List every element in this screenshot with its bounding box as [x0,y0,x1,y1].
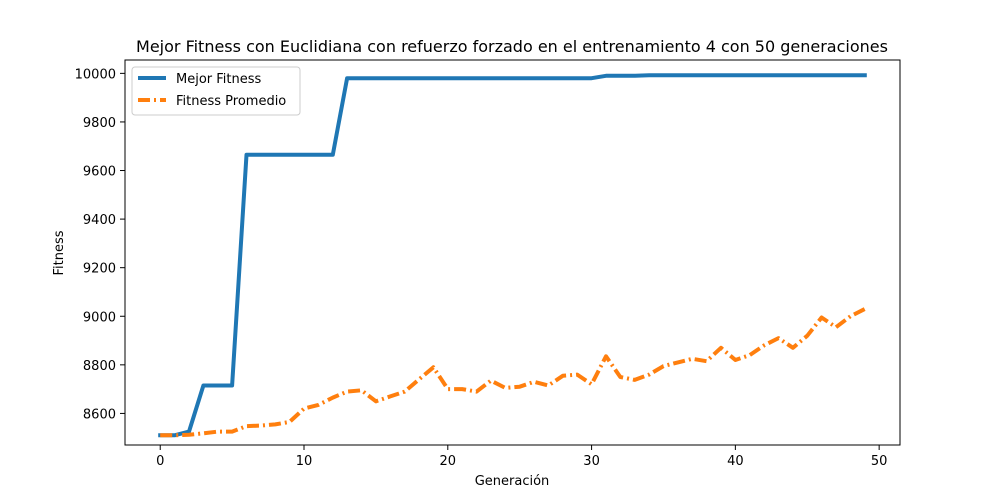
y-tick-label: 10000 [75,67,116,82]
x-tick-label: 40 [727,454,744,469]
x-axis-ticks: 0 10 20 30 40 50 [156,445,887,469]
chart-title: Mejor Fitness con Euclidiana con refuerz… [136,37,888,56]
x-tick-label: 20 [440,454,457,469]
plot-area [124,59,901,446]
legend-box [131,66,301,116]
x-tick-label: 50 [871,454,888,469]
y-tick-label: 9600 [83,165,116,180]
series-line-mejor-fitness [158,73,867,438]
y-tick-label: 9800 [83,116,116,131]
series-layer [158,73,867,438]
y-tick-label: 8800 [83,359,116,374]
x-tick-label: 10 [296,454,313,469]
y-tick-label: 9000 [83,310,116,325]
y-tick-label: 9200 [83,262,116,277]
legend: Mejor Fitness Fitness Promedio [131,66,301,116]
x-tick-label: 0 [156,454,164,469]
legend-label-fitness-promedio: Fitness Promedio [176,94,286,109]
x-axis-label: Generación [475,474,550,489]
y-axis-ticks: 8600 8800 9000 9200 9400 9600 9800 10000 [75,67,125,422]
series-line-fitness-promedio [160,307,866,438]
y-tick-label: 9400 [83,213,116,228]
x-tick-label: 30 [583,454,600,469]
y-tick-label: 8600 [83,407,116,422]
y-axis-label: Fitness [52,230,67,275]
axes-frame [124,59,901,446]
legend-label-mejor-fitness: Mejor Fitness [176,72,262,87]
